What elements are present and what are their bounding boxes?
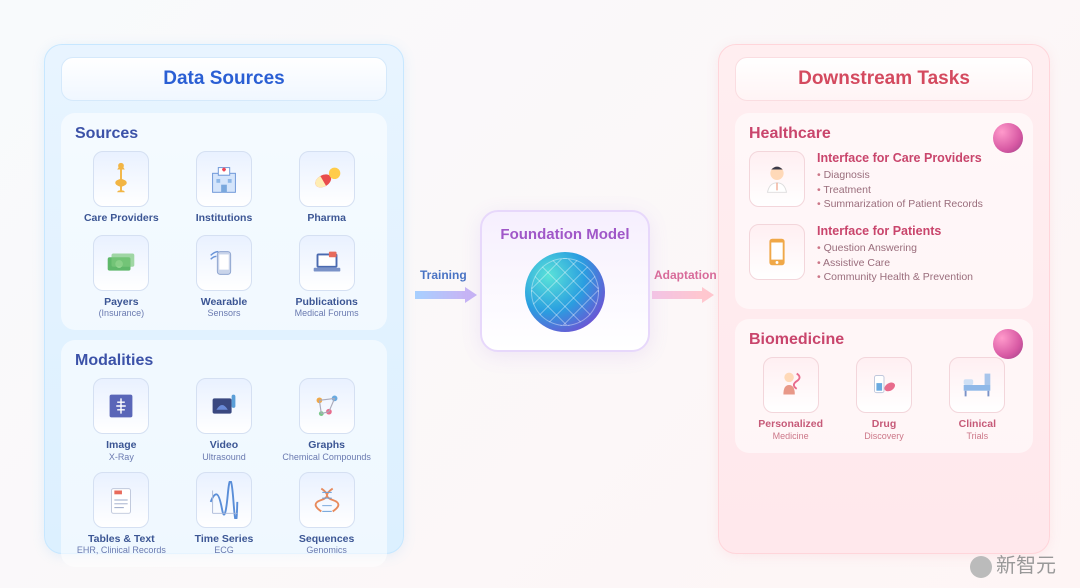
biomedicine-grid: PersonalizedMedicine DrugDiscovery Clini… (749, 357, 1019, 441)
modality-graphs: GraphsChemical Compounds (280, 378, 373, 462)
modalities-subpanel: Modalities ImageX-Ray VideoUltrasound Gr… (61, 340, 387, 567)
phone-icon (749, 224, 805, 280)
healthcare-title: Healthcare (749, 125, 1019, 143)
biomedicine-title: Biomedicine (749, 331, 1019, 349)
downstream-tasks-panel: Downstream Tasks Healthcare Interface fo… (718, 44, 1050, 554)
money-icon (93, 235, 149, 291)
downstream-tasks-header: Downstream Tasks (735, 57, 1033, 101)
modality-video: VideoUltrasound (178, 378, 271, 462)
foundation-model-block: Foundation Model (480, 210, 650, 352)
data-sources-panel: Data Sources Sources Care Providers Inst… (44, 44, 404, 554)
data-sources-header: Data Sources (61, 57, 387, 101)
ultrasound-icon (196, 378, 252, 434)
modalities-grid: ImageX-Ray VideoUltrasound GraphsChemica… (75, 378, 373, 555)
patients-bullets: Question AnsweringAssistive CareCommunit… (817, 241, 1019, 285)
patients-title: Interface for Patients (817, 224, 1019, 238)
modality-sequences: SequencesGenomics (280, 472, 373, 556)
adaptation-label: Adaptation (654, 268, 717, 282)
watermark: 新智元 (970, 549, 1056, 578)
laptop-icon (299, 235, 355, 291)
providers-title: Interface for Care Providers (817, 151, 1019, 165)
source-publications: PublicationsMedical Forums (280, 235, 373, 319)
molecule-icon (299, 378, 355, 434)
adaptation-arrow (652, 290, 714, 300)
bio-personalized: PersonalizedMedicine (749, 357, 832, 441)
bio-drug-discovery: DrugDiscovery (842, 357, 925, 441)
ehr-icon (93, 472, 149, 528)
foundation-model-sphere-icon (525, 252, 605, 332)
doctor-icon (749, 151, 805, 207)
healthcare-patients-row: Interface for Patients Question Answerin… (749, 224, 1019, 285)
drugs-icon (856, 357, 912, 413)
providers-bullets: DiagnosisTreatmentSummarization of Patie… (817, 168, 1019, 212)
dna-icon (299, 472, 355, 528)
modality-timeseries: Time SeriesECG (178, 472, 271, 556)
source-care-providers: Care Providers (75, 151, 168, 225)
watermark-icon (970, 556, 992, 578)
sources-title: Sources (75, 125, 373, 143)
sources-subpanel: Sources Care Providers Institutions Phar… (61, 113, 387, 330)
ecg-icon (196, 472, 252, 528)
biomedicine-sphere-icon (993, 329, 1023, 359)
hospital-icon (196, 151, 252, 207)
pills-icon (299, 151, 355, 207)
source-payers: Payers(Insurance) (75, 235, 168, 319)
sources-grid: Care Providers Institutions Pharma Payer… (75, 151, 373, 318)
anatomy-icon (763, 357, 819, 413)
source-institutions: Institutions (178, 151, 271, 225)
training-label: Training (420, 268, 467, 282)
foundation-model-title: Foundation Model (492, 226, 638, 244)
biomedicine-subpanel: Biomedicine PersonalizedMedicine DrugDis… (735, 319, 1033, 453)
xray-icon (93, 378, 149, 434)
modality-image: ImageX-Ray (75, 378, 168, 462)
source-wearable: WearableSensors (178, 235, 271, 319)
foundation-model-card: Foundation Model (480, 210, 650, 352)
healthcare-sphere-icon (993, 123, 1023, 153)
wearable-icon (196, 235, 252, 291)
healthcare-providers-row: Interface for Care Providers DiagnosisTr… (749, 151, 1019, 212)
caduceus-icon (93, 151, 149, 207)
source-pharma: Pharma (280, 151, 373, 225)
modalities-title: Modalities (75, 352, 373, 370)
hospital-bed-icon (949, 357, 1005, 413)
healthcare-subpanel: Healthcare Interface for Care Providers … (735, 113, 1033, 309)
bio-clinical-trials: ClinicalTrials (936, 357, 1019, 441)
modality-tables: Tables & TextEHR, Clinical Records (75, 472, 168, 556)
training-arrow (415, 290, 477, 300)
